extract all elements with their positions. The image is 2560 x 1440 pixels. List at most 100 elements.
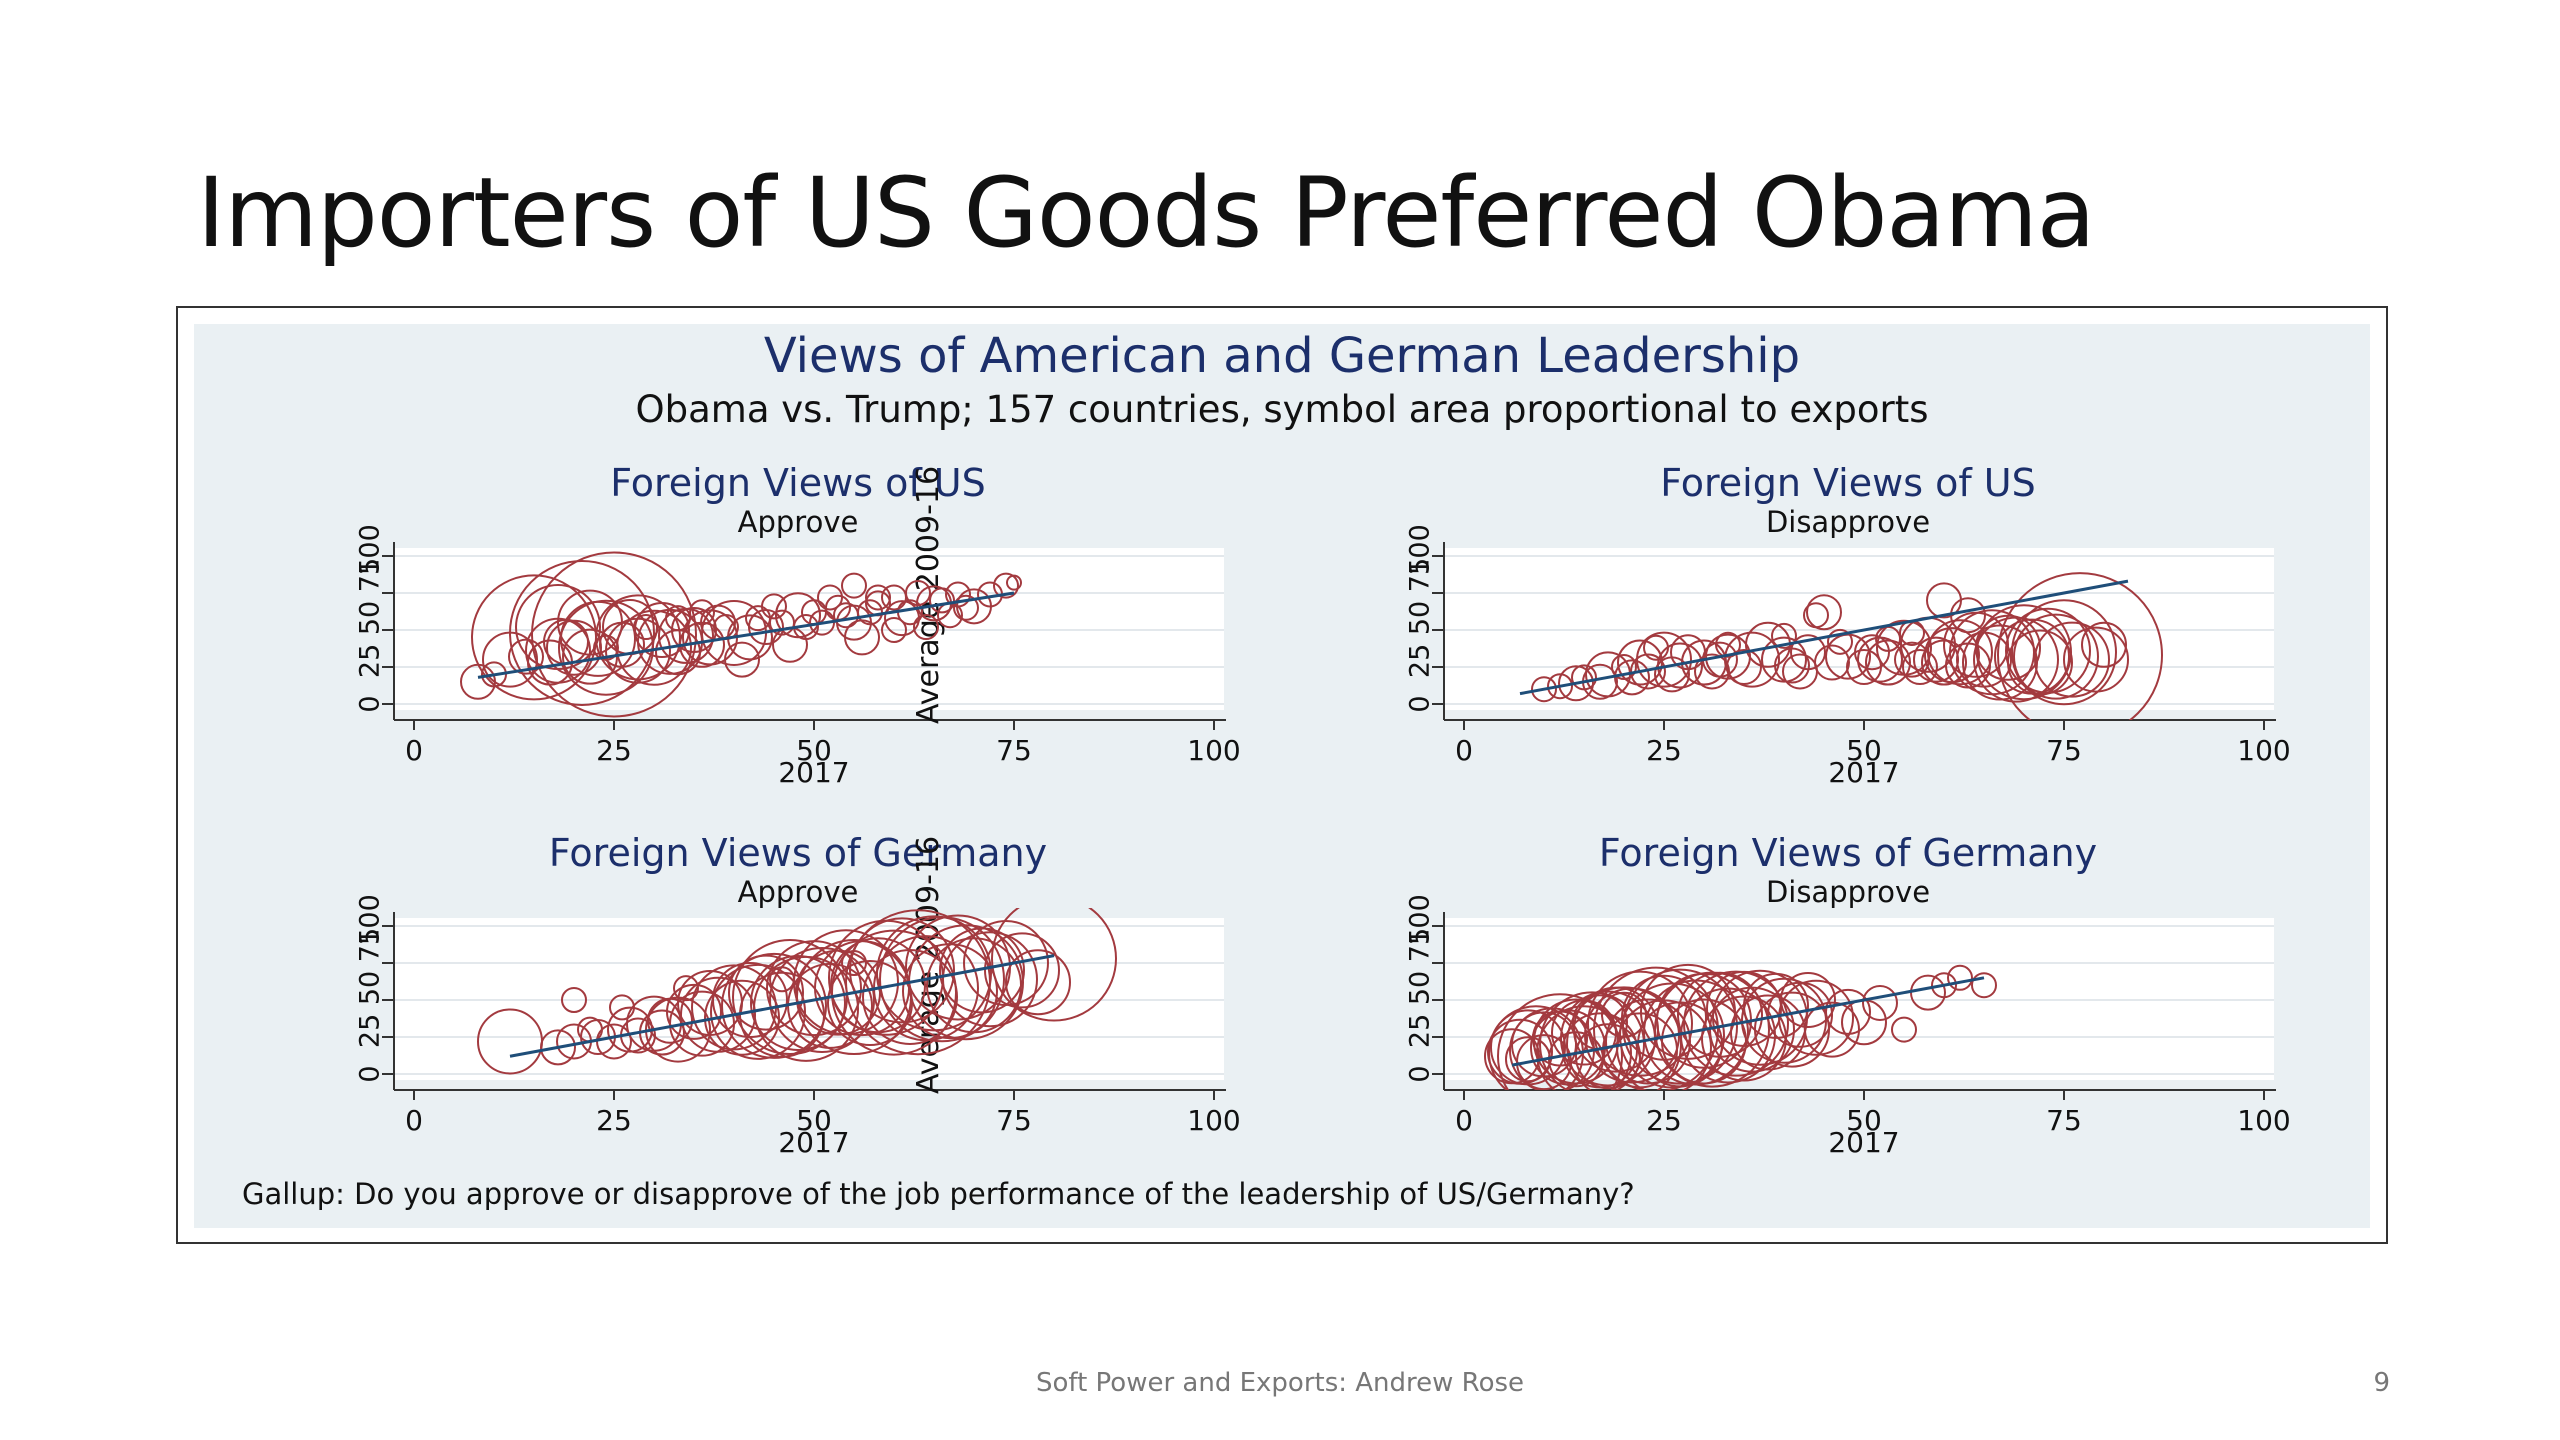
x-axis-label: 2017 (778, 1126, 849, 1159)
scatter-point (1804, 1001, 1860, 1058)
scatter-point (1854, 634, 1890, 671)
scatter-point (1806, 594, 1842, 631)
scatter-point (673, 975, 699, 1002)
scatter-point (666, 983, 722, 1040)
scatter-point (1814, 644, 1850, 681)
figure-background (194, 324, 2370, 1228)
scatter-point (2013, 613, 2099, 700)
figure-frame: Views of American and German Leadership … (176, 306, 2388, 1244)
scatter-points (1484, 963, 1997, 1090)
x-tick-label: 0 (405, 1104, 423, 1137)
panel-subtitle: Disapprove (1766, 505, 1930, 539)
scatter-point (1825, 988, 1871, 1035)
scatter-point (929, 587, 955, 614)
scatter-point (953, 594, 979, 621)
scatter-point (1694, 653, 1730, 690)
scatter-point (942, 931, 1038, 1028)
y-tick-label: 0 (355, 695, 386, 712)
x-tick-label: 50 (1846, 734, 1882, 767)
figure-chart: Views of American and German Leadership … (194, 324, 2370, 1228)
y-axis-label: Average 2009-16 (911, 466, 946, 724)
scatter-point (1539, 991, 1645, 1090)
scatter-point (1531, 676, 1557, 703)
y-tick-label: 0 (1405, 1065, 1436, 1082)
scatter-point (531, 551, 697, 718)
scatter-point (1683, 970, 1789, 1077)
scatter-point (1767, 981, 1833, 1048)
y-tick-label: 0 (1405, 695, 1436, 712)
scatter-point (633, 614, 659, 641)
y-tick-label: 25 50 75 (355, 558, 386, 678)
scatter-point (728, 954, 804, 1031)
scatter-point (1630, 653, 1666, 690)
scatter-point (753, 955, 859, 1062)
scatter-point (1947, 964, 1973, 991)
x-tick-label: 0 (405, 734, 423, 767)
scatter-point (841, 950, 867, 976)
scatter-point (1790, 634, 1826, 671)
scatter-point (1771, 622, 1797, 649)
scatter-point (963, 920, 1049, 1006)
scatter-point (2081, 621, 2127, 668)
scatter-point (1547, 673, 1573, 700)
scatter-point (761, 593, 787, 620)
scatter-point (841, 572, 867, 599)
scatter-point (1605, 998, 1691, 1085)
scatter-points (477, 908, 1117, 1075)
scatter-point (721, 952, 827, 1059)
scatter-point (1661, 998, 1747, 1085)
x-tick-label: 0 (1455, 1104, 1473, 1137)
page-number: 9 (2373, 1368, 2390, 1398)
scatter-point (865, 584, 891, 611)
scatter-point (724, 641, 760, 678)
scatter-point (1857, 636, 1903, 683)
x-tick-label: 75 (2046, 734, 2082, 767)
figure-subtitle: Obama vs. Trump; 157 countries, symbol a… (636, 388, 1929, 431)
y-tick-label: 100 (1405, 894, 1436, 946)
footer-text: Soft Power and Exports: Andrew Rose (1035, 1368, 1525, 1398)
scatter-point (2034, 621, 2110, 698)
figure-title: Views of American and German Leadership (764, 328, 1800, 384)
scatter-point (750, 954, 846, 1051)
scatter-point (1927, 619, 1993, 686)
scatter-point (993, 572, 1019, 599)
x-tick-label: 0 (1455, 734, 1473, 767)
panel-subtitle: Approve (738, 505, 859, 539)
scatter-point (769, 947, 875, 1053)
panel-title: Foreign Views of Germany (1599, 831, 2097, 875)
fit-line (477, 591, 1015, 679)
scatter-point (1891, 1016, 1917, 1043)
scatter-point (849, 917, 955, 1024)
scatter-point (1006, 574, 1022, 591)
scatter-point (1715, 631, 1741, 658)
y-tick-label: 25 50 75 (1405, 558, 1436, 678)
scatter-point (558, 599, 654, 696)
scatter-point (1593, 966, 1719, 1090)
scatter-point (1862, 984, 1898, 1021)
scatter-point (1005, 949, 1071, 1016)
scatter-point (665, 605, 691, 632)
x-tick-label: 75 (2046, 1104, 2082, 1137)
scatter-point (508, 638, 544, 675)
scatter-point (1558, 665, 1594, 702)
scatter-point (1926, 582, 1962, 619)
scatter-point (2011, 599, 2117, 706)
scatter-point (991, 908, 1117, 1022)
scatter-point (595, 594, 681, 681)
scatter-point (540, 1029, 576, 1066)
scatter-point (1931, 972, 1957, 999)
scatter-point (1536, 1005, 1632, 1090)
figure-note: Gallup: Do you approve or disapprove of … (242, 1177, 1635, 1211)
scatter-point (1924, 627, 1980, 684)
fit-line (1519, 579, 2129, 696)
x-tick-label: 50 (1846, 1104, 1882, 1137)
panel-title: Foreign Views of Germany (549, 831, 1047, 875)
